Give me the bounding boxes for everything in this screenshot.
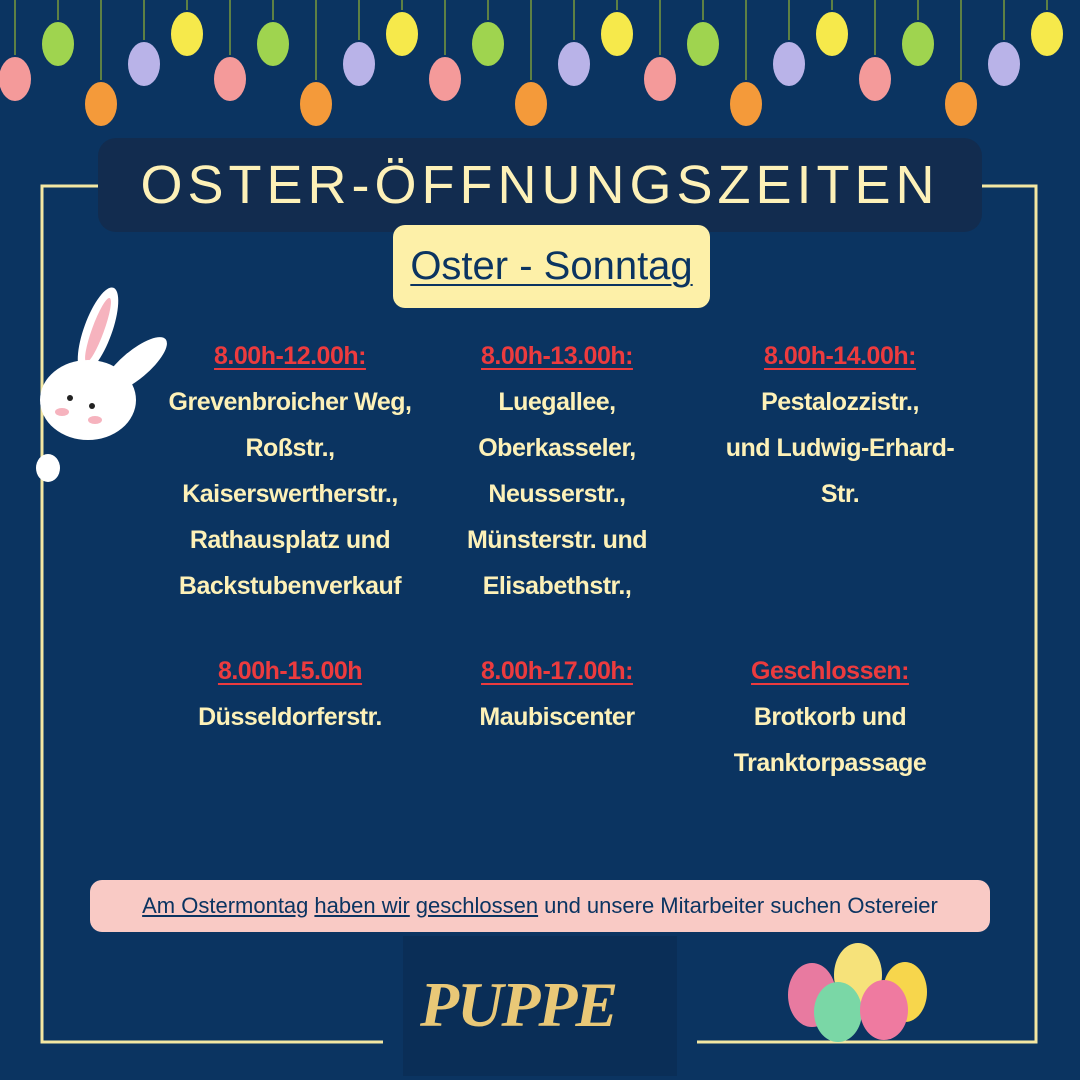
schedule-block: 8.00h-12.00h: Grevenbroicher Weg, Roßstr.,… bbox=[140, 333, 440, 609]
location: Luegallee, bbox=[498, 388, 616, 416]
schedule-block: Geschlossen: Brotkorb und Tranktorpassage bbox=[680, 648, 980, 786]
subtitle: Oster - Sonntag bbox=[393, 225, 710, 308]
time: Geschlossen: bbox=[751, 657, 909, 685]
note-part: Am Ostermontag bbox=[142, 893, 309, 918]
location: Tranktorpassage bbox=[733, 749, 927, 777]
time: 8.00h-13.00h: bbox=[481, 342, 633, 370]
location: Roßstr., bbox=[245, 434, 335, 462]
easter-eggs bbox=[788, 943, 927, 1042]
note-part: und unsere Mitarbeiter suchen Ostereier bbox=[544, 893, 938, 918]
location: Neusserstr., bbox=[488, 480, 626, 508]
schedule-block: 8.00h-17.00h: Maubiscenter bbox=[407, 648, 707, 740]
location: Brotkorb und bbox=[753, 703, 907, 731]
location: Grevenbroicher Weg, bbox=[168, 388, 412, 416]
time: 8.00h-17.00h: bbox=[481, 657, 633, 685]
schedule-block: 8.00h-13.00h: Luegallee, Oberkasseler, Neus… bbox=[407, 333, 707, 609]
location: Münsterstr. und bbox=[466, 526, 648, 554]
location: und Ludwig-Erhard- bbox=[725, 434, 955, 462]
location: Backstubenverkauf bbox=[178, 572, 402, 600]
location: Elisabethstr., bbox=[482, 572, 632, 600]
bunny bbox=[36, 287, 167, 482]
schedule-block: 8.00h-15.00h Düsseldorferstr. bbox=[140, 648, 440, 740]
note-part: geschlossen bbox=[415, 893, 539, 918]
location: Str. bbox=[820, 480, 860, 508]
location: Rathausplatz und bbox=[189, 526, 391, 554]
location: Maubiscenter bbox=[479, 703, 635, 731]
location: Kaiserswertherstr., bbox=[182, 480, 398, 508]
note-part: haben wir bbox=[314, 893, 410, 918]
location: Düsseldorferstr. bbox=[198, 703, 382, 731]
location: Pestalozzistr., bbox=[761, 388, 919, 416]
location: Oberkasseler, bbox=[478, 434, 636, 462]
logo: PUPPE bbox=[420, 969, 618, 1040]
time: 8.00h-12.00h: bbox=[214, 342, 366, 370]
time: 8.00h-14.00h: bbox=[764, 342, 916, 370]
logo-box bbox=[403, 936, 677, 1076]
title: OSTER-ÖFFNUNGSZEITEN bbox=[98, 138, 982, 232]
time: 8.00h-15.00h bbox=[217, 657, 363, 685]
schedule-block: 8.00h-14.00h: Pestalozzistr., und Ludwig-E… bbox=[690, 333, 990, 517]
note: Am Ostermontag haben wir geschlossen und un… bbox=[90, 880, 990, 932]
